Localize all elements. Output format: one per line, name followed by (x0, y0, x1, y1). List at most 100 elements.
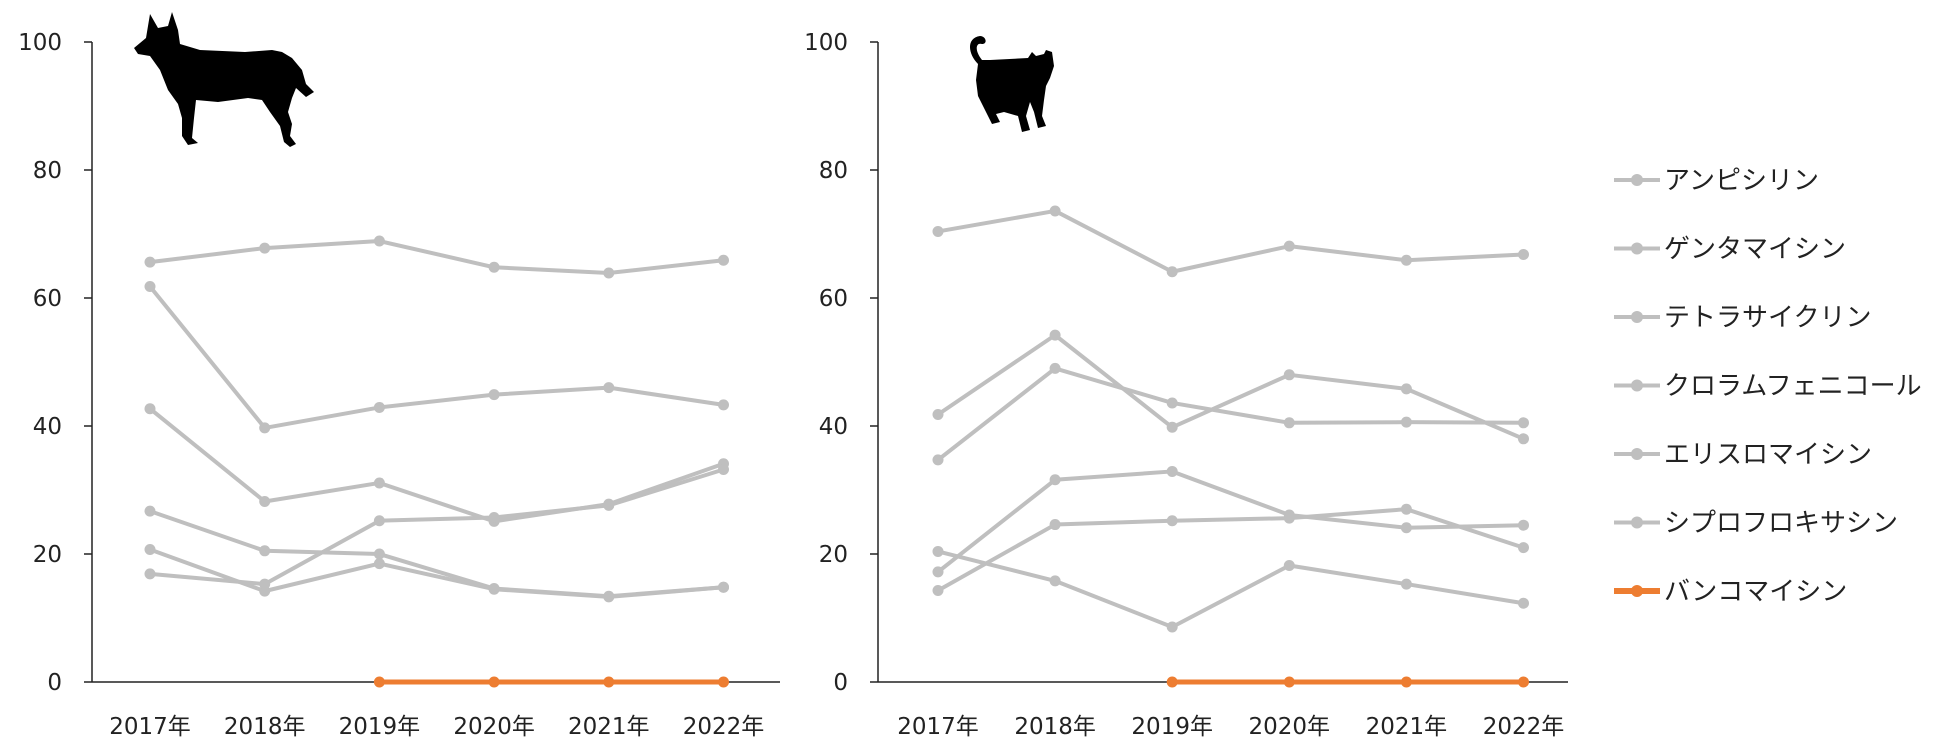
data-point (373, 558, 385, 570)
series-line (936, 366, 1524, 462)
data-point (1400, 578, 1412, 590)
data-point (1400, 676, 1412, 688)
y-tick-label: 40 (819, 414, 848, 440)
data-point (1049, 519, 1061, 531)
data-point (373, 515, 385, 527)
data-point (603, 676, 615, 688)
series-line (937, 208, 1524, 274)
x-tick-label: 2018年 (1014, 714, 1096, 740)
x-tick-label: 2019年 (339, 714, 421, 740)
data-point (1166, 515, 1178, 527)
data-point (1518, 248, 1529, 260)
legend-item: テトラサイクリン (1614, 303, 1871, 333)
data-point (603, 267, 615, 279)
data-point (1166, 421, 1178, 433)
data-point (259, 496, 271, 508)
series-line (937, 549, 1524, 629)
data-point (1518, 542, 1529, 554)
series-0 (144, 235, 729, 279)
data-point (1166, 676, 1178, 688)
legend-item: ゲンタマイシン (1614, 235, 1846, 265)
data-point (1283, 417, 1295, 429)
data-point (1049, 362, 1061, 374)
data-point (373, 235, 385, 247)
data-point (373, 676, 385, 688)
data-point (259, 422, 271, 434)
x-tick-label: 2021年 (1366, 714, 1448, 740)
data-point (144, 403, 156, 415)
data-point (718, 676, 729, 688)
data-point (1283, 240, 1295, 252)
legend-swatch-marker (1631, 379, 1643, 392)
data-point (603, 591, 615, 603)
data-point (603, 382, 615, 394)
x-tick-label: 2021年 (568, 714, 650, 740)
data-point (932, 454, 944, 466)
data-point (932, 545, 944, 557)
data-point (1166, 465, 1178, 477)
data-point (1283, 369, 1295, 381)
y-tick-label: 60 (819, 286, 848, 312)
legend-item: アンピシリン (1614, 166, 1819, 196)
legend-item: エリスロマイシン (1614, 440, 1872, 470)
series-2 (144, 403, 729, 527)
dog-chart-panel: 0 20 40 60 80 100 2017年 2018年 2019年 2020年 2021年 202… (18, 30, 780, 740)
data-point (1518, 417, 1529, 429)
data-point (1283, 676, 1295, 688)
legend-swatch-marker (1631, 585, 1643, 597)
series-line (937, 507, 1525, 593)
series-line (149, 239, 724, 276)
series-3 (932, 545, 1529, 633)
x-tick-label: 2020年 (453, 714, 535, 740)
data-point (488, 512, 500, 524)
data-point (488, 583, 500, 595)
data-point (373, 477, 385, 489)
legend-item: バンコマイシン (1614, 577, 1847, 607)
data-point (373, 401, 385, 413)
series-line (936, 469, 1524, 574)
y-tick-label: 80 (33, 158, 62, 184)
data-point (144, 280, 156, 292)
legend-label: シプロフロキサシン (1664, 509, 1898, 539)
data-point (1400, 416, 1412, 428)
x-tick-label: 2019年 (1131, 714, 1213, 740)
legend-label: クロラムフェニコール (1664, 372, 1922, 402)
legend-label: バンコマイシン (1664, 577, 1847, 607)
x-tick-label: 2017年 (109, 714, 191, 740)
y-tick-label: 0 (833, 670, 848, 696)
legend-swatch-marker (1631, 516, 1643, 529)
legend-label: テトラサイクリン (1664, 303, 1871, 333)
series-line (148, 285, 724, 430)
series-6 (1166, 676, 1529, 688)
data-point (932, 584, 944, 596)
series-4 (932, 465, 1529, 578)
series-0 (932, 205, 1529, 278)
data-point (259, 242, 271, 254)
y-tick-label: 20 (33, 542, 62, 568)
legend-swatch-marker (1631, 448, 1643, 460)
series-6 (373, 676, 729, 688)
x-tick-label: 2022年 (683, 714, 765, 740)
x-tick-label: 2018年 (224, 714, 306, 740)
data-point (603, 499, 615, 511)
series-1 (144, 280, 729, 434)
x-tick-label: 2017年 (897, 714, 979, 740)
legend-item: クロラムフェニコール (1614, 372, 1922, 402)
dog-silhouette-icon (134, 12, 314, 147)
series-line (149, 467, 725, 587)
series-5 (932, 503, 1529, 596)
y-tick-label: 100 (18, 30, 62, 56)
data-point (1283, 512, 1295, 524)
y-tick-label: 80 (819, 158, 848, 184)
data-point (1400, 503, 1412, 515)
legend-swatch-marker (1631, 174, 1643, 186)
data-point (718, 464, 729, 476)
data-point (1049, 329, 1061, 341)
data-point (1166, 621, 1178, 633)
legend-swatch-marker (1631, 311, 1643, 323)
data-point (144, 544, 156, 556)
data-point (488, 389, 500, 401)
data-point (718, 581, 729, 593)
data-point (1518, 597, 1529, 609)
